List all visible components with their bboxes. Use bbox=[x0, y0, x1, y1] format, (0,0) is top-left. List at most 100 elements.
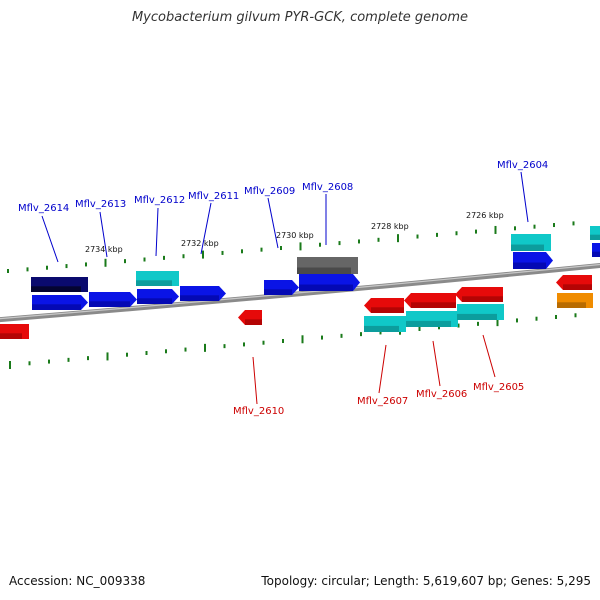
tick-mark bbox=[28, 361, 31, 366]
gene-arrow-cyan-2606[interactable] bbox=[406, 311, 458, 327]
gene-label-mflv-2614[interactable]: Mflv_2614 bbox=[18, 203, 69, 214]
gene-label-mflv-2607[interactable]: Mflv_2607 bbox=[357, 396, 408, 407]
tick-mark bbox=[496, 318, 499, 327]
tick-mark bbox=[360, 332, 362, 337]
map-title: Mycobacterium gilvum PYR-GCK, complete g… bbox=[131, 10, 469, 25]
tick-mark bbox=[202, 250, 204, 259]
tick-mark bbox=[457, 323, 460, 328]
genome-backbone bbox=[0, 262, 600, 323]
gene-arrow-blue-3[interactable] bbox=[137, 289, 179, 304]
genome-summary-text: Topology: circular; Length: 5,619,607 bp… bbox=[261, 574, 591, 588]
gene-arrow-blue-7[interactable] bbox=[513, 252, 553, 269]
tick-mark bbox=[85, 262, 87, 267]
gene-arrow-mflv-2614-navy[interactable] bbox=[31, 277, 88, 292]
gene-labels-top: Mflv_2614 Mflv_2613 Mflv_2612 Mflv_2611 … bbox=[18, 160, 548, 263]
gene-arrow-mflv-2604-cyan[interactable] bbox=[511, 234, 551, 251]
tick-mark bbox=[494, 225, 497, 234]
gene-arrow-cyan-edge[interactable] bbox=[590, 226, 600, 240]
tick-mark bbox=[299, 242, 302, 251]
tick-mark bbox=[48, 359, 50, 364]
gene-arrow-cyan-2605[interactable] bbox=[457, 304, 504, 320]
tick-mark bbox=[358, 239, 360, 244]
gene-arrow-mflv-2606-red[interactable] bbox=[404, 293, 456, 308]
tick-track-top bbox=[7, 221, 575, 273]
tick-mark bbox=[397, 234, 399, 243]
gene-arrow-mflv-2605-red[interactable] bbox=[455, 287, 503, 302]
tick-mark bbox=[377, 237, 380, 242]
tick-mark bbox=[438, 325, 440, 330]
tick-mark bbox=[280, 246, 282, 251]
scale-label-2730: 2730 kbp bbox=[276, 231, 314, 240]
gene-label-mflv-2613[interactable]: Mflv_2613 bbox=[75, 199, 126, 210]
scale-label-2732: 2732 kbp bbox=[181, 239, 219, 248]
tick-mark bbox=[416, 234, 419, 239]
tick-mark bbox=[319, 242, 321, 247]
gene-arrow-blue-edge[interactable] bbox=[592, 243, 600, 257]
gene-arrow-mflv-2607-red[interactable] bbox=[364, 298, 404, 313]
scale-label-2728: 2728 kbp bbox=[371, 222, 409, 231]
tick-mark bbox=[301, 335, 304, 344]
tick-mark bbox=[533, 224, 536, 229]
gene-arrow-cyan-2607[interactable] bbox=[364, 316, 406, 332]
accession-text: Accession: NC_009338 bbox=[9, 574, 146, 588]
gene-labels-bottom: Mflv_2610 Mflv_2607 Mflv_2606 Mflv_2605 bbox=[233, 334, 524, 417]
tick-track-bottom bbox=[9, 313, 577, 369]
gene-arrow-red-edge[interactable] bbox=[0, 324, 29, 339]
tick-mark bbox=[379, 330, 382, 335]
gene-label-mflv-2612[interactable]: Mflv_2612 bbox=[134, 195, 185, 206]
scale-labels: 2734 kbp 2732 kbp 2730 kbp 2728 kbp 2726… bbox=[85, 211, 504, 254]
gene-arrow-red-right[interactable] bbox=[556, 275, 592, 290]
gene-label-mflv-2605[interactable]: Mflv_2605 bbox=[473, 382, 524, 393]
gene-label-mflv-2610[interactable]: Mflv_2610 bbox=[233, 406, 284, 417]
tick-mark bbox=[455, 231, 458, 236]
scale-label-2726: 2726 kbp bbox=[466, 211, 504, 220]
tick-mark bbox=[338, 241, 341, 246]
tick-mark bbox=[204, 343, 206, 352]
tick-mark bbox=[535, 316, 538, 321]
tick-mark bbox=[221, 250, 224, 255]
gene-label-mflv-2606[interactable]: Mflv_2606 bbox=[416, 389, 467, 400]
gene-arrow-blue-2[interactable] bbox=[89, 292, 137, 307]
gene-arrow-blue-4[interactable] bbox=[180, 286, 226, 301]
tick-mark bbox=[163, 255, 165, 260]
tick-mark bbox=[126, 352, 128, 357]
tick-mark bbox=[124, 259, 126, 264]
tick-mark bbox=[262, 340, 265, 345]
gene-arrow-blue-6[interactable] bbox=[299, 274, 360, 291]
gene-label-mflv-2611[interactable]: Mflv_2611 bbox=[188, 191, 239, 202]
gene-label-mflv-2604[interactable]: Mflv_2604 bbox=[497, 160, 548, 171]
tick-mark bbox=[243, 342, 245, 347]
tick-mark bbox=[516, 318, 518, 323]
gene-arrow-mflv-2612-cyan[interactable] bbox=[136, 271, 179, 286]
tick-mark bbox=[67, 357, 70, 362]
tick-mark bbox=[184, 347, 187, 352]
gene-label-mflv-2608[interactable]: Mflv_2608 bbox=[302, 182, 353, 193]
tick-mark bbox=[260, 247, 263, 252]
tick-mark bbox=[340, 333, 343, 338]
gene-arrow-mflv-2608-gray[interactable] bbox=[297, 257, 358, 274]
tick-mark bbox=[106, 352, 109, 361]
tick-mark bbox=[223, 344, 226, 349]
gene-arrow-mflv-2610-red[interactable] bbox=[238, 310, 262, 325]
tick-mark bbox=[321, 335, 323, 340]
tick-mark bbox=[65, 264, 68, 269]
tick-mark bbox=[514, 226, 516, 231]
tick-mark bbox=[9, 361, 11, 369]
tick-mark bbox=[241, 249, 243, 254]
tick-mark bbox=[475, 229, 477, 234]
tick-mark bbox=[165, 349, 167, 354]
tick-mark bbox=[87, 356, 89, 361]
gene-arrow-blue-5[interactable] bbox=[264, 280, 299, 295]
gene-arrow-orange[interactable] bbox=[557, 293, 593, 308]
gene-label-mflv-2609[interactable]: Mflv_2609 bbox=[244, 186, 295, 197]
tick-mark bbox=[143, 257, 146, 262]
tick-mark bbox=[104, 258, 107, 267]
tick-mark bbox=[26, 267, 29, 272]
tick-mark bbox=[145, 350, 148, 355]
tick-mark bbox=[553, 223, 555, 228]
tick-mark bbox=[555, 314, 557, 319]
tick-mark bbox=[436, 232, 438, 237]
gene-arrow-blue-1[interactable] bbox=[32, 295, 88, 310]
